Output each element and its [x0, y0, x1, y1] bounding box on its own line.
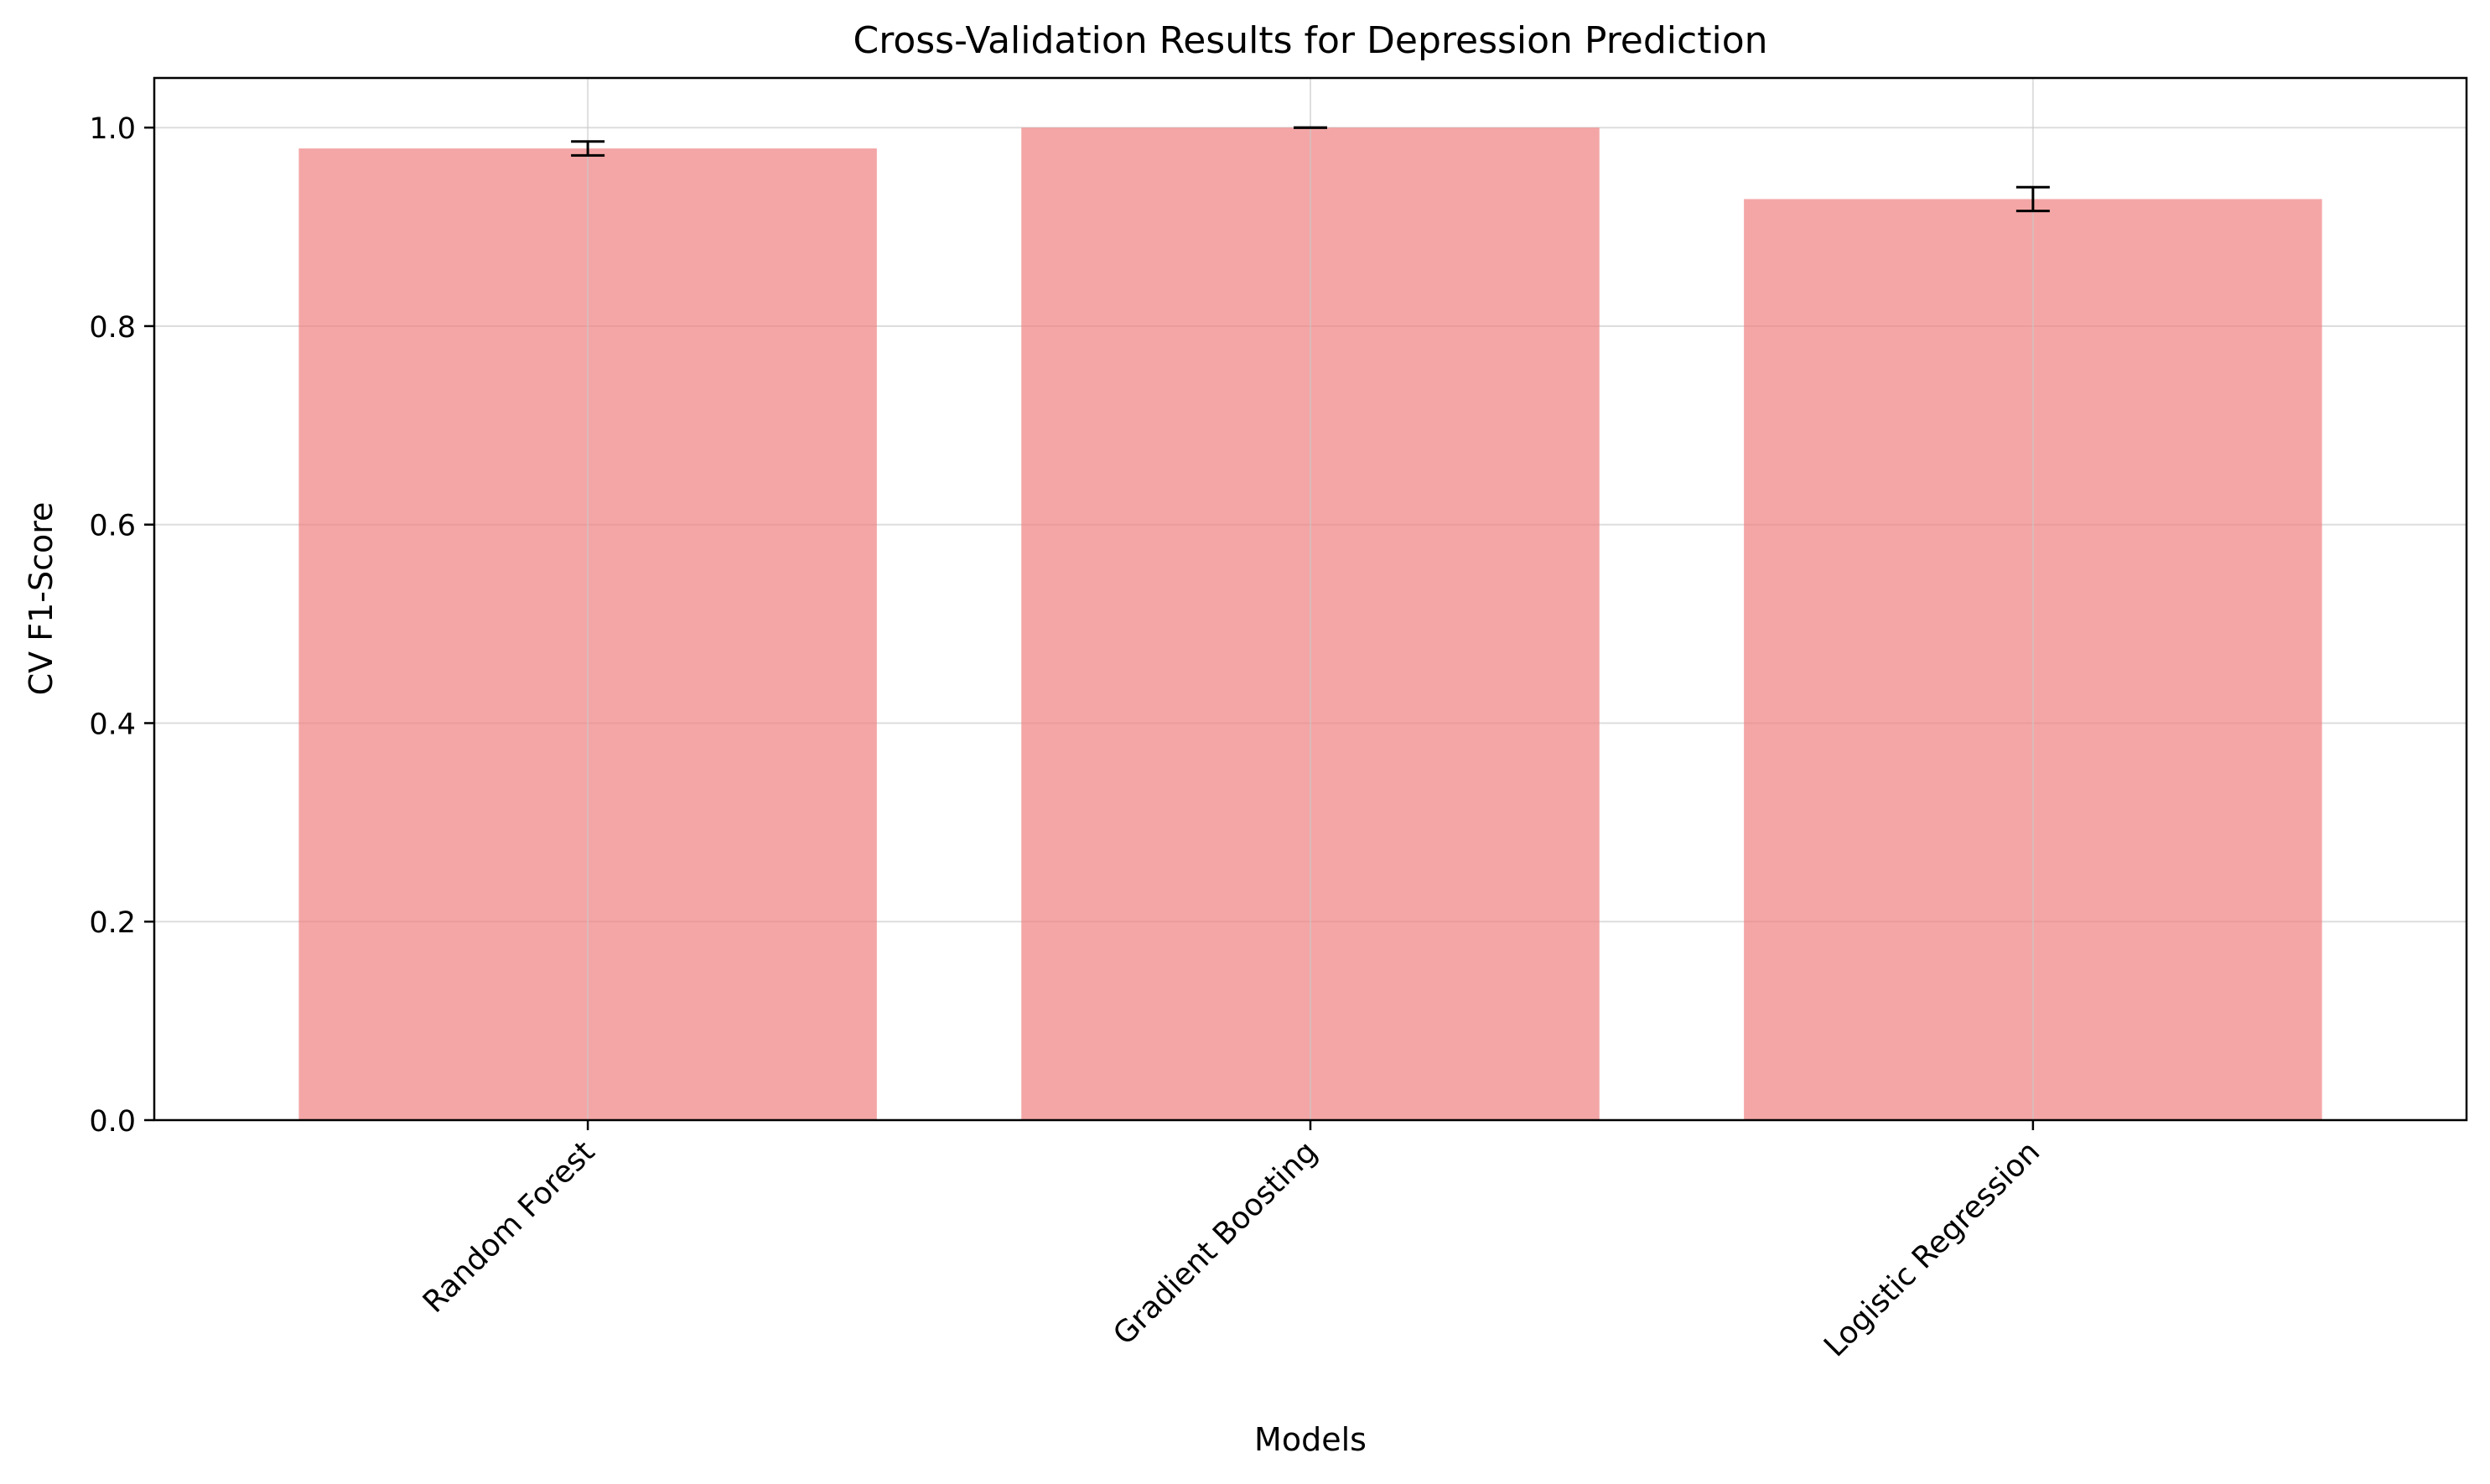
x-grid-lines [587, 78, 2034, 1120]
y-axis-ticks: 0.0 0.2 0.4 0.6 0.8 1.0 [89, 112, 154, 1139]
y-tick-label: 1.0 [89, 112, 136, 146]
y-tick-label: 0.8 [89, 311, 136, 345]
x-axis-label: Models [1254, 1421, 1367, 1458]
error-bar [571, 140, 605, 157]
error-bars [571, 126, 2050, 213]
y-tick-label: 0.4 [89, 708, 136, 741]
y-axis-label: CV F1-Score [23, 502, 60, 696]
chart-title: Cross-Validation Results for Depression … [853, 19, 1767, 62]
y-tick-label: 0.0 [89, 1105, 136, 1139]
y-tick-label: 0.2 [89, 906, 136, 940]
y-tick-label: 0.6 [89, 510, 136, 543]
error-bar [2015, 185, 2050, 213]
